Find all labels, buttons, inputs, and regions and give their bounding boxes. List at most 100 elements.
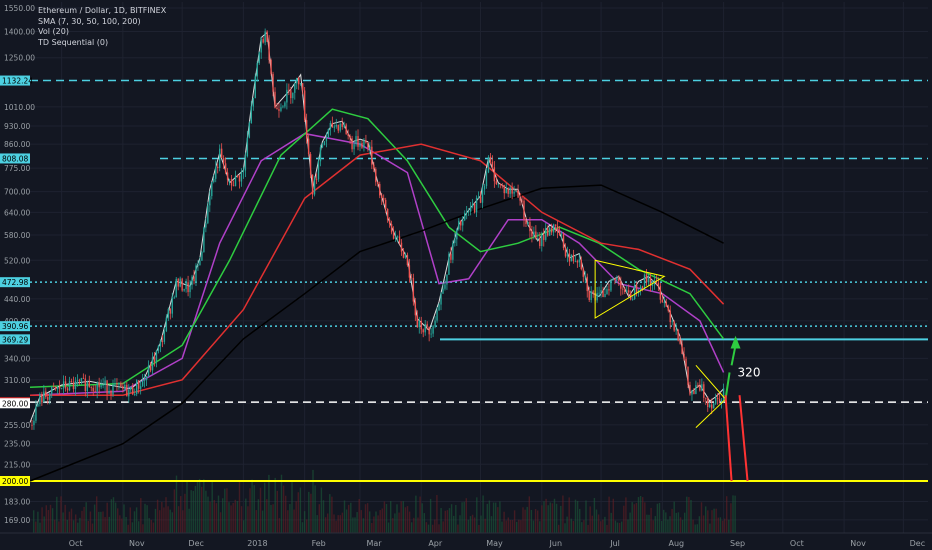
candle-body xyxy=(31,424,33,426)
price-level-badge xyxy=(0,398,30,409)
volume-bar xyxy=(406,506,409,533)
volume-bar xyxy=(299,487,302,533)
candle-body xyxy=(222,158,225,164)
volume-bar xyxy=(417,517,419,533)
candle-body xyxy=(487,156,490,173)
volume-bar xyxy=(534,509,537,533)
candle-body xyxy=(66,388,69,391)
volume-bar xyxy=(383,501,386,533)
volume-bar xyxy=(398,512,400,533)
y-tick-label: 215.00 xyxy=(4,460,30,469)
volume-bar xyxy=(673,501,675,533)
candle-body xyxy=(157,345,160,351)
volume-bar xyxy=(87,520,89,533)
volume-bar xyxy=(482,495,484,533)
candle-body xyxy=(317,161,320,180)
candle-body xyxy=(679,340,681,344)
candle-body xyxy=(586,276,588,292)
volume-bar xyxy=(306,519,308,533)
volume-bar xyxy=(98,511,100,533)
volume-bar xyxy=(56,496,58,533)
candle-body xyxy=(501,184,503,186)
volume-bar xyxy=(642,497,644,533)
volume-bar xyxy=(356,512,358,533)
volume-bar xyxy=(104,517,106,533)
candle-body xyxy=(33,420,35,426)
candle-body xyxy=(363,140,365,148)
candle-body xyxy=(687,366,689,385)
volume-bar xyxy=(660,520,663,533)
candle-body xyxy=(80,377,83,382)
candle-body xyxy=(714,397,717,404)
volume-bar xyxy=(551,503,554,533)
price-level-badge xyxy=(0,277,30,288)
volume-bar xyxy=(711,510,713,533)
price-level-label: 472.98 xyxy=(2,278,28,287)
candle-body xyxy=(685,358,687,367)
candle-body xyxy=(406,254,409,266)
volume-bar xyxy=(434,519,436,533)
volume-bar xyxy=(440,508,442,533)
candle-body xyxy=(187,282,189,293)
candle-body xyxy=(667,306,669,311)
volume-bar xyxy=(667,519,669,533)
candle-body xyxy=(337,124,339,131)
volume-bar xyxy=(236,500,239,533)
volume-bar xyxy=(133,511,136,533)
volume-bar xyxy=(282,485,285,533)
candle-body xyxy=(430,333,432,335)
candle-body xyxy=(284,102,286,107)
volume-bar xyxy=(371,522,373,533)
candle-body xyxy=(130,387,132,390)
candle-body xyxy=(626,290,628,293)
candle-body xyxy=(305,120,308,139)
candle-body xyxy=(240,172,243,182)
candle-body xyxy=(481,189,484,203)
candles xyxy=(31,28,725,430)
candle-body xyxy=(37,404,39,407)
candle-body xyxy=(511,187,513,194)
y-tick-label: 310.00 xyxy=(4,376,30,385)
candle-body xyxy=(270,59,272,74)
volume-bar xyxy=(448,508,451,533)
volume-bar xyxy=(274,477,276,533)
volume-bar xyxy=(261,510,264,533)
candle-body xyxy=(60,388,63,390)
volume-bar xyxy=(247,506,249,533)
candle-body xyxy=(300,83,302,85)
candle-body xyxy=(167,309,170,318)
volume-bar xyxy=(366,503,369,533)
volume-bar xyxy=(425,522,428,533)
volume-bar xyxy=(324,517,327,533)
candle-body xyxy=(100,385,102,388)
volume-bar xyxy=(543,501,545,533)
candle-body xyxy=(701,384,703,391)
candle-body xyxy=(596,292,598,301)
candle-body xyxy=(134,394,136,395)
y-tick-label: 340.00 xyxy=(4,354,30,363)
volume-bar xyxy=(654,516,656,533)
price-level-badge xyxy=(0,153,30,164)
volume-bar xyxy=(369,511,371,533)
volume-bar xyxy=(490,516,493,533)
candle-body xyxy=(412,277,415,302)
volume-bar xyxy=(77,522,79,533)
price-level-label: 808.08 xyxy=(2,154,28,163)
volume-bar xyxy=(648,514,650,533)
candle-body xyxy=(132,387,134,395)
volume-bar xyxy=(478,524,480,533)
volume-bar xyxy=(93,504,96,533)
candle-body xyxy=(335,124,337,127)
volume-bar xyxy=(85,502,87,533)
y-tick-label: 640.00 xyxy=(4,208,30,217)
volume-bar xyxy=(264,482,266,533)
candle-body xyxy=(560,234,563,236)
candle-body xyxy=(675,329,677,331)
candle-body xyxy=(705,397,707,399)
volume-bar xyxy=(688,497,690,533)
candle-body xyxy=(471,203,474,207)
volume-bar xyxy=(465,498,467,533)
candle-body xyxy=(260,38,262,53)
